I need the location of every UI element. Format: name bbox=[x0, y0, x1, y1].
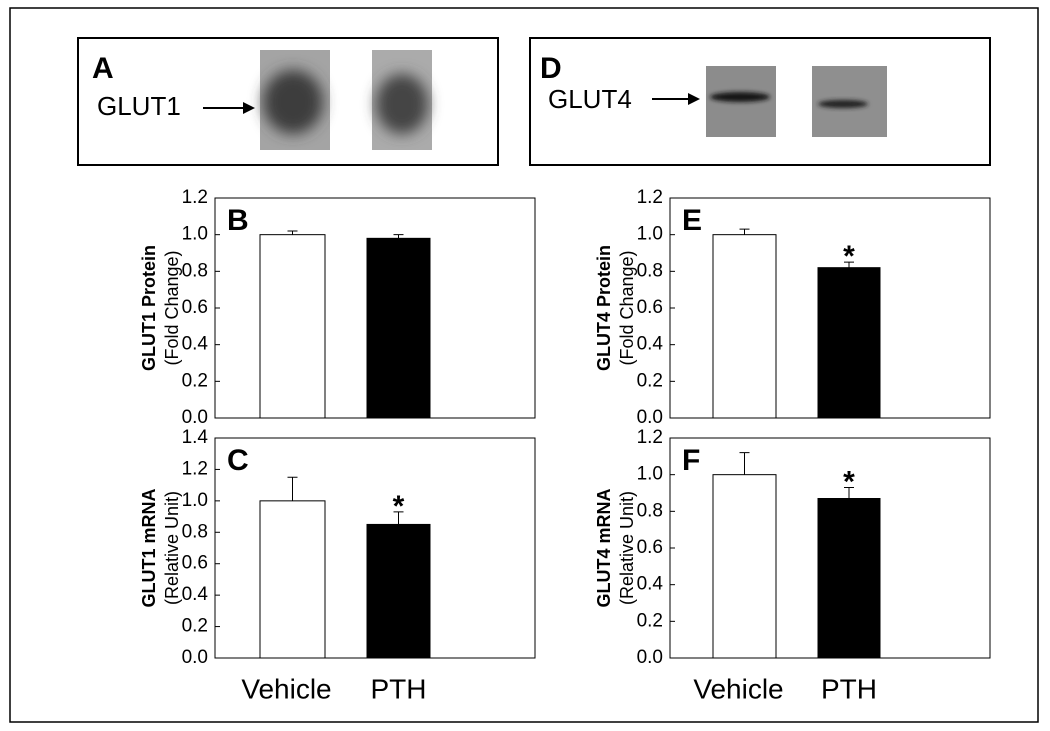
error-bar bbox=[844, 487, 854, 499]
blot-lane bbox=[372, 50, 432, 150]
y-tick-label: 0.4 bbox=[637, 574, 664, 595]
bar bbox=[259, 234, 326, 419]
bar bbox=[712, 234, 777, 419]
error-bar bbox=[393, 511, 404, 525]
y-axis-title: GLUT1 Protein bbox=[139, 245, 159, 371]
y-tick-label: 0.2 bbox=[637, 610, 663, 631]
y-tick-label: 0.8 bbox=[182, 521, 208, 542]
y-tick-label: 1.0 bbox=[637, 224, 663, 245]
error-bar bbox=[844, 261, 854, 268]
y-axis-subtitle: (Fold Change) bbox=[617, 250, 637, 365]
y-tick-label: 0.2 bbox=[637, 370, 663, 391]
significance-mark: * bbox=[393, 490, 405, 523]
y-tick-label: 0.8 bbox=[637, 260, 663, 281]
y-axis-title: GLUT1 mRNA bbox=[139, 488, 159, 607]
error-bar bbox=[287, 476, 298, 501]
y-tick-label: 0.4 bbox=[182, 584, 209, 605]
x-tick-label: PTH bbox=[371, 673, 427, 704]
y-axis-title: GLUT4 Protein bbox=[594, 245, 614, 371]
y-axis-title: GLUT4 mRNA bbox=[594, 488, 614, 607]
y-tick-label: 1.0 bbox=[182, 490, 208, 511]
significance-mark: * bbox=[843, 465, 855, 498]
y-tick-label: 0.6 bbox=[182, 297, 208, 318]
y-tick-label: 0.8 bbox=[637, 500, 663, 521]
bar bbox=[366, 523, 431, 659]
y-tick-label: 0.6 bbox=[637, 297, 663, 318]
x-tick-label: Vehicle bbox=[693, 673, 783, 704]
y-tick-label: 1.2 bbox=[637, 427, 663, 448]
y-tick-label: 0.0 bbox=[182, 407, 208, 428]
panel-letter: E bbox=[682, 204, 702, 237]
panel-letter: A bbox=[92, 52, 114, 85]
error-bar bbox=[287, 230, 298, 235]
significance-mark: * bbox=[843, 240, 855, 273]
panel-letter: B bbox=[227, 204, 249, 237]
blot-lane bbox=[812, 66, 887, 137]
y-tick-label: 1.2 bbox=[637, 187, 663, 208]
y-tick-label: 0.4 bbox=[182, 334, 209, 355]
y-tick-label: 1.0 bbox=[182, 224, 208, 245]
y-axis-subtitle: (Relative Unit) bbox=[617, 491, 637, 605]
x-tick-label: Vehicle bbox=[241, 673, 331, 704]
y-tick-label: 0.0 bbox=[637, 407, 663, 428]
y-tick-label: 1.2 bbox=[182, 187, 208, 208]
panel-letter: F bbox=[682, 444, 700, 477]
error-bar bbox=[739, 228, 750, 235]
outer-frame bbox=[9, 7, 1039, 723]
bar bbox=[817, 267, 881, 419]
y-tick-label: 0.8 bbox=[182, 260, 208, 281]
protein-label: GLUT1 bbox=[97, 91, 181, 121]
error-bar bbox=[393, 234, 404, 239]
panel-letter: C bbox=[227, 444, 249, 477]
y-tick-label: 1.4 bbox=[182, 427, 209, 448]
y-tick-label: 0.2 bbox=[182, 370, 208, 391]
protein-label: GLUT4 bbox=[548, 84, 632, 114]
error-bar bbox=[739, 452, 750, 475]
x-tick-label: PTH bbox=[821, 673, 877, 704]
blot-lane bbox=[706, 66, 776, 137]
y-tick-label: 0.6 bbox=[182, 553, 208, 574]
y-tick-label: 1.2 bbox=[182, 458, 208, 479]
y-tick-label: 0.6 bbox=[637, 537, 663, 558]
y-tick-label: 0.4 bbox=[637, 334, 664, 355]
y-tick-label: 0.0 bbox=[637, 647, 663, 668]
bar bbox=[259, 500, 326, 659]
bar bbox=[712, 474, 777, 659]
y-axis-subtitle: (Fold Change) bbox=[162, 250, 182, 365]
bar bbox=[366, 237, 431, 419]
blot-lane bbox=[260, 50, 330, 150]
arrow-head bbox=[688, 93, 700, 105]
panel-letter: D bbox=[540, 52, 562, 85]
y-tick-label: 1.0 bbox=[637, 464, 663, 485]
y-tick-label: 0.0 bbox=[182, 647, 208, 668]
arrow-head bbox=[243, 102, 255, 114]
y-axis-subtitle: (Relative Unit) bbox=[162, 491, 182, 605]
y-tick-label: 0.2 bbox=[182, 616, 208, 637]
bar bbox=[817, 498, 881, 659]
